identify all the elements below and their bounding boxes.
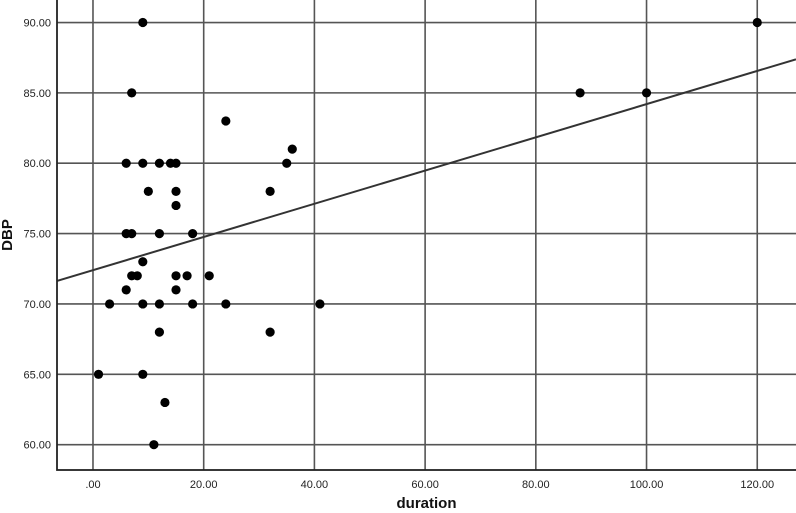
data-point [127,88,137,98]
data-point [752,17,762,28]
y-tick-label: 65.00 [23,369,51,381]
data-point [138,158,148,168]
data-point [154,158,165,168]
data-point [287,144,297,154]
x-tick-label: 60.00 [411,479,439,491]
data-point [204,271,214,281]
data-point [138,299,148,309]
y-tick-label: 60.00 [23,440,51,452]
data-point [315,299,325,309]
x-tick-label: .00 [85,479,100,491]
data-point [154,327,165,337]
x-tick-label: 100.00 [630,479,664,491]
fit-line [56,58,796,282]
y-axis-title: DBP [0,219,16,251]
y-tick-label: 80.00 [23,158,51,170]
data-point [282,158,292,168]
plot-frame [56,0,796,471]
data-point [138,257,148,267]
y-tick-label: 75.00 [23,229,51,241]
data-point [641,88,652,98]
data-point [171,200,181,211]
y-tick-labels: 60.00 65.00 70.00 75.00 80.00 85.00 90.00 [23,18,51,452]
x-axis-title: duration [397,495,457,512]
data-point [188,228,198,239]
data-point [132,271,142,281]
x-tick-label: 120.00 [740,479,774,491]
data-point [121,285,131,295]
data-point [154,228,165,239]
x-tick-labels: .00 20.00 40.00 60.00 80.00 100.00 120.00 [85,479,774,491]
data-point [143,186,153,196]
data-point [265,186,275,196]
x-tick-label: 40.00 [301,479,329,491]
data-point [188,299,198,309]
data-point [121,158,131,168]
data-point [171,186,181,196]
x-tick-label: 80.00 [522,479,550,491]
data-point [171,285,181,295]
data-point [93,369,104,379]
data-point [149,440,159,450]
data-point [171,158,181,168]
y-tick-label: 85.00 [23,88,51,100]
data-point [138,17,148,28]
data-point [104,299,115,309]
x-tick-label: 20.00 [190,479,218,491]
data-point [265,327,275,337]
y-tick-label: 90.00 [23,18,51,30]
data-point [182,271,192,281]
data-points [93,17,762,450]
y-gridlines [57,21,796,446]
data-point [171,271,181,281]
data-point [154,299,165,309]
x-gridlines [92,0,759,470]
data-point [575,88,585,98]
data-point [160,397,170,408]
data-point [138,369,148,379]
data-point [221,116,231,126]
y-tick-label: 70.00 [23,299,51,311]
data-point [221,299,231,309]
data-point [127,228,137,239]
